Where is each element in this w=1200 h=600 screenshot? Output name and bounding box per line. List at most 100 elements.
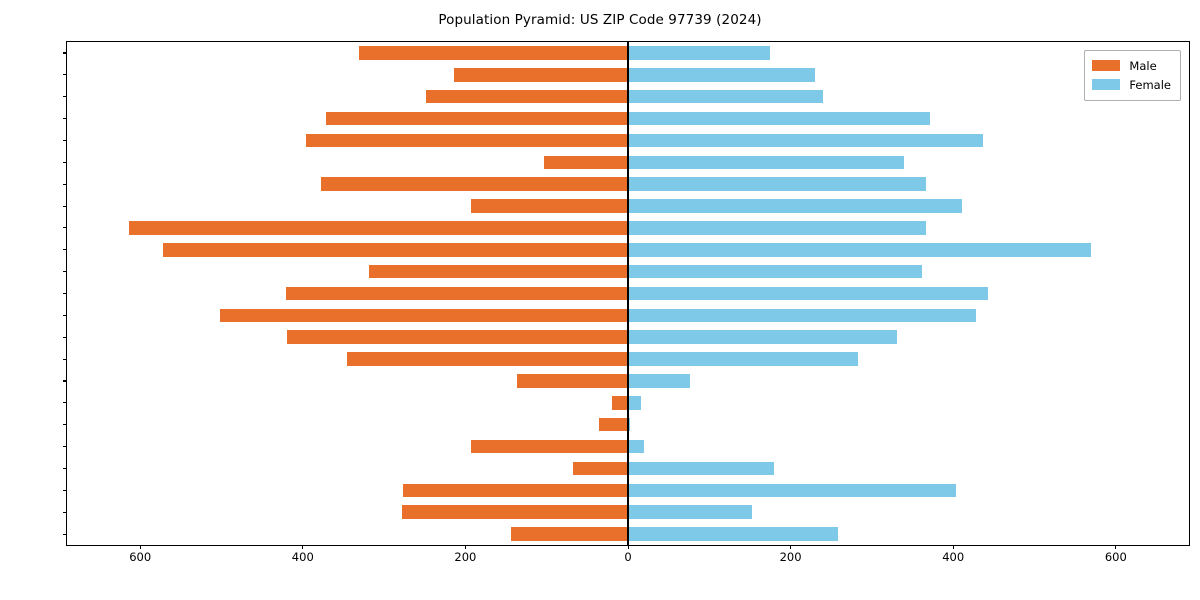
y-axis-tick-mark — [63, 161, 67, 163]
y-axis-tick-mark — [63, 74, 67, 76]
bar-male — [544, 155, 628, 170]
bar-female — [628, 264, 923, 279]
bar-male — [306, 133, 628, 148]
y-axis-tick-mark — [63, 52, 67, 54]
legend-item: Female — [1092, 75, 1171, 94]
bar-female — [628, 352, 859, 366]
bar-female — [628, 46, 771, 60]
y-axis-tick-mark — [63, 358, 67, 360]
bar-female — [628, 505, 752, 519]
bar-male — [510, 527, 628, 541]
pyramid-row — [67, 89, 1189, 104]
bar-male — [320, 177, 628, 191]
bar-female — [628, 286, 989, 301]
y-axis-tick-mark — [63, 336, 67, 338]
bar-female — [628, 483, 956, 498]
bar-male — [162, 242, 628, 257]
bar-female — [628, 330, 898, 344]
bar-male — [285, 286, 628, 301]
pyramid-row — [67, 527, 1189, 541]
x-axis-tick-label: 600 — [129, 550, 152, 564]
bar-female — [628, 68, 815, 82]
bar-female — [628, 221, 926, 235]
pyramid-row — [67, 439, 1189, 454]
pyramid-row — [67, 483, 1189, 498]
pyramid-row — [67, 308, 1189, 323]
legend-label: Female — [1129, 77, 1171, 92]
bar-male — [128, 221, 628, 235]
bar-female — [628, 155, 904, 170]
legend-item: Male — [1092, 56, 1171, 75]
y-axis-tick-mark — [63, 489, 67, 491]
y-axis-tick-mark — [63, 314, 67, 316]
pyramid-row — [67, 330, 1189, 344]
legend: Male Female — [1084, 50, 1181, 101]
legend-label: Male — [1129, 58, 1157, 73]
pyramid-row — [67, 505, 1189, 519]
x-axis-tick-mark — [952, 545, 954, 549]
x-axis-tick-mark — [139, 545, 141, 549]
y-axis-tick-mark — [63, 380, 67, 382]
bars-layer — [67, 42, 1189, 545]
bar-female — [628, 111, 930, 126]
legend-swatch-male — [1092, 60, 1121, 71]
x-axis-tick-label: 600 — [1104, 550, 1127, 564]
bar-male — [358, 46, 628, 60]
x-axis-tick-label: 400 — [291, 550, 314, 564]
legend-swatch-female — [1092, 79, 1121, 90]
pyramid-row — [67, 396, 1189, 410]
pyramid-row — [67, 68, 1189, 82]
bar-male — [368, 264, 628, 279]
y-axis-tick-mark — [63, 205, 67, 207]
bar-male — [517, 374, 628, 388]
bar-male — [286, 330, 628, 344]
y-axis-tick-mark — [63, 402, 67, 404]
bar-male — [471, 199, 628, 213]
y-axis-tick-mark — [63, 446, 67, 448]
y-axis-tick-mark — [63, 183, 67, 185]
pyramid-row — [67, 417, 1189, 432]
y-axis-tick-mark — [63, 293, 67, 295]
bar-female — [628, 396, 641, 410]
bar-female — [628, 461, 774, 476]
pyramid-row — [67, 133, 1189, 148]
pyramid-row — [67, 374, 1189, 388]
bar-male — [425, 89, 628, 104]
y-axis-tick-mark — [63, 96, 67, 98]
pyramid-row — [67, 155, 1189, 170]
pyramid-row — [67, 286, 1189, 301]
pyramid-row — [67, 242, 1189, 257]
y-axis-tick-mark — [63, 424, 67, 426]
pyramid-row — [67, 111, 1189, 126]
bar-male — [401, 505, 628, 519]
x-axis-tick-label: 0 — [624, 550, 632, 564]
bar-female — [628, 133, 984, 148]
bar-female — [628, 374, 690, 388]
bar-male — [572, 461, 628, 476]
y-axis-tick-mark — [63, 467, 67, 470]
y-axis-tick-mark — [63, 118, 67, 120]
pyramid-row — [67, 199, 1189, 213]
y-axis-tick-mark — [63, 227, 67, 229]
y-axis-tick-mark — [63, 249, 67, 251]
bar-male — [402, 483, 628, 498]
zero-axis-line — [627, 42, 629, 545]
x-axis-tick-label: 200 — [454, 550, 477, 564]
x-axis-tick-mark — [627, 545, 629, 549]
x-axis-tick-mark — [790, 545, 792, 549]
bar-female — [628, 199, 963, 213]
y-axis-tick-mark — [63, 271, 67, 273]
plot-area: 85+80-8475-7970-7467-6965-6662-6460-6155… — [63, 41, 1190, 563]
bar-female — [628, 417, 630, 432]
pyramid-row — [67, 221, 1189, 235]
bar-female — [628, 527, 838, 541]
y-axis-tick-mark — [63, 511, 67, 513]
x-axis-tick-mark — [302, 545, 304, 549]
y-axis-tick-mark — [63, 533, 67, 535]
x-axis-tick-mark — [1115, 545, 1117, 549]
bar-female — [628, 308, 976, 323]
bar-female — [628, 89, 824, 104]
bar-male — [598, 417, 628, 432]
pyramid-row — [67, 461, 1189, 476]
